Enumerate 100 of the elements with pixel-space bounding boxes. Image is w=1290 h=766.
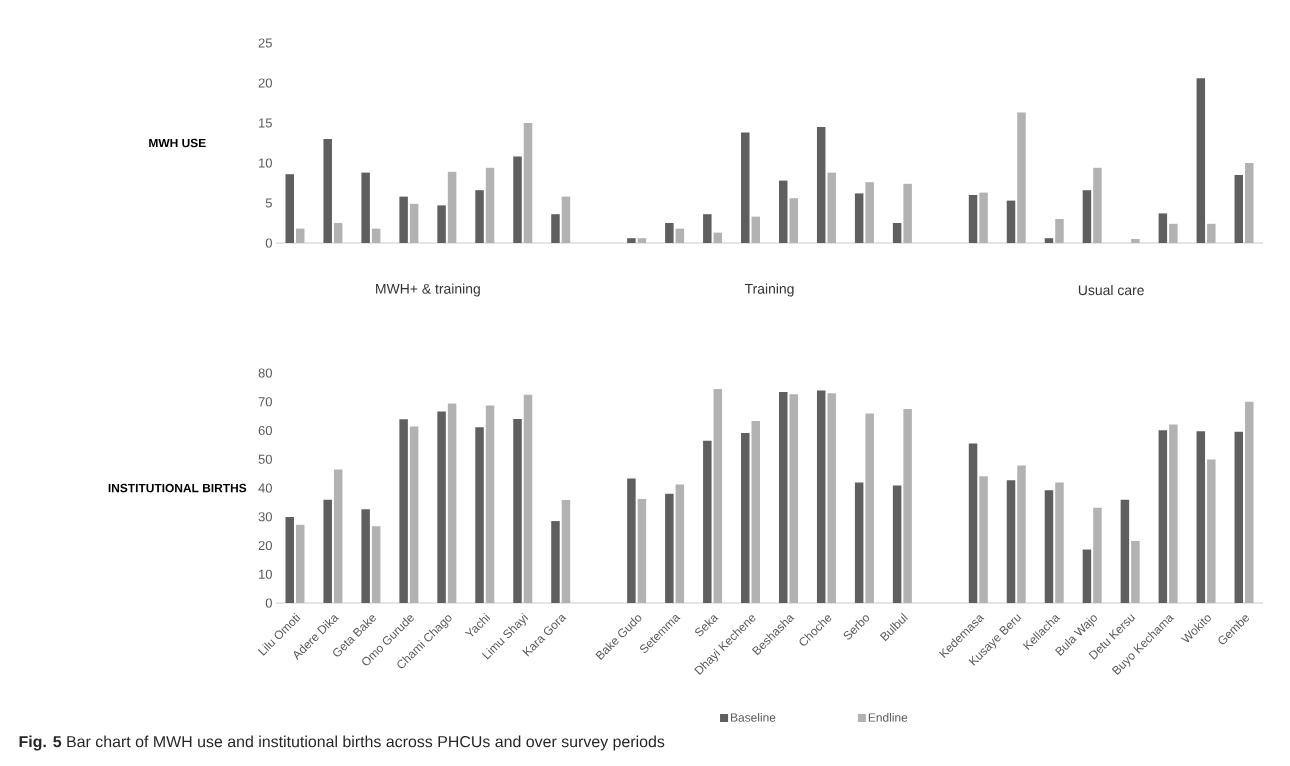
bar xyxy=(968,195,978,243)
bar xyxy=(409,203,419,243)
bar xyxy=(295,524,305,604)
bar xyxy=(968,443,978,604)
bar xyxy=(741,433,750,604)
bar xyxy=(1234,431,1244,604)
y-tick-label: 40 xyxy=(258,483,272,493)
bar xyxy=(1044,238,1054,243)
bar xyxy=(1082,190,1092,243)
bar xyxy=(561,196,571,243)
bar xyxy=(561,500,571,604)
bar xyxy=(475,427,484,604)
bar xyxy=(865,182,874,243)
bar xyxy=(789,198,798,243)
bar xyxy=(637,238,647,243)
bar xyxy=(437,411,446,604)
bar xyxy=(789,394,798,604)
bar xyxy=(1245,163,1254,243)
bar xyxy=(551,214,560,243)
bar xyxy=(703,440,712,604)
bar xyxy=(854,193,864,243)
bar xyxy=(665,493,674,604)
bar xyxy=(399,419,408,604)
bar xyxy=(751,421,761,604)
bar xyxy=(1245,401,1254,604)
bar xyxy=(447,171,457,243)
bar xyxy=(1158,430,1168,604)
bar xyxy=(361,172,370,243)
bar xyxy=(713,232,723,243)
y-tick-label: 50 xyxy=(258,454,272,464)
bar xyxy=(1169,223,1178,243)
bar xyxy=(1196,78,1206,243)
bar xyxy=(827,172,836,243)
bar xyxy=(665,223,674,243)
bar xyxy=(627,478,636,604)
bar xyxy=(361,509,370,604)
bar xyxy=(1017,112,1026,243)
bar xyxy=(1196,431,1206,604)
bar xyxy=(865,413,874,604)
bar xyxy=(1131,239,1140,243)
bar xyxy=(333,469,343,604)
bar xyxy=(637,498,647,604)
y-tick-label: 10 xyxy=(259,158,272,168)
bar xyxy=(741,132,750,243)
bar xyxy=(295,228,305,243)
bar xyxy=(323,139,332,243)
bar xyxy=(333,223,343,243)
y-axis-title: MWH USE xyxy=(149,138,206,148)
bar xyxy=(713,389,723,604)
bar xyxy=(447,403,457,604)
text: Fig. 5 Bar chart of MWH use and institutional births across PHCUs and over survey periods xyxy=(19,735,665,751)
bar xyxy=(816,127,826,243)
y-tick-label: 15 xyxy=(259,118,272,128)
bar xyxy=(1093,167,1102,243)
bar xyxy=(513,419,522,604)
bar xyxy=(1055,482,1064,604)
text: Training xyxy=(744,283,794,297)
bar xyxy=(437,205,446,243)
y-tick-label: 25 xyxy=(258,38,272,48)
bar xyxy=(513,156,522,243)
y-tick-label: 0 xyxy=(265,238,272,248)
bar xyxy=(523,394,533,604)
bar xyxy=(1093,507,1102,604)
bar xyxy=(1006,480,1016,604)
bar xyxy=(816,390,826,604)
bar xyxy=(703,214,712,243)
bar xyxy=(827,393,836,604)
y-tick-label: 30 xyxy=(258,512,272,522)
y-tick-label: 5 xyxy=(265,198,272,208)
bar xyxy=(1044,490,1054,604)
y-tick-label: 70 xyxy=(258,397,272,407)
bar xyxy=(778,180,788,243)
bar xyxy=(675,484,685,604)
bar xyxy=(1131,540,1140,604)
y-tick-label: 0 xyxy=(265,598,272,608)
bar xyxy=(323,499,332,604)
y-tick-label: 80 xyxy=(258,368,272,378)
bar xyxy=(1120,499,1130,604)
bar xyxy=(485,405,495,604)
bar xyxy=(1082,549,1092,604)
bar xyxy=(778,391,788,604)
bar xyxy=(371,526,381,604)
bar xyxy=(1207,223,1216,243)
bar xyxy=(979,192,988,243)
bar xyxy=(523,123,533,243)
bar xyxy=(1169,424,1178,604)
bar xyxy=(1017,465,1026,604)
bar xyxy=(1207,459,1216,604)
bar xyxy=(854,482,864,604)
bar xyxy=(399,196,408,243)
bar xyxy=(892,223,902,243)
text: MWH+ & training xyxy=(376,283,480,297)
bar xyxy=(409,426,419,604)
bar xyxy=(979,476,988,604)
bar xyxy=(903,408,912,604)
bar xyxy=(675,228,685,243)
bar xyxy=(285,174,294,243)
bar xyxy=(285,517,294,604)
y-tick-label: 20 xyxy=(258,78,272,88)
y-axis-title: INSTITUTIONAL BIRTHS xyxy=(108,483,247,493)
